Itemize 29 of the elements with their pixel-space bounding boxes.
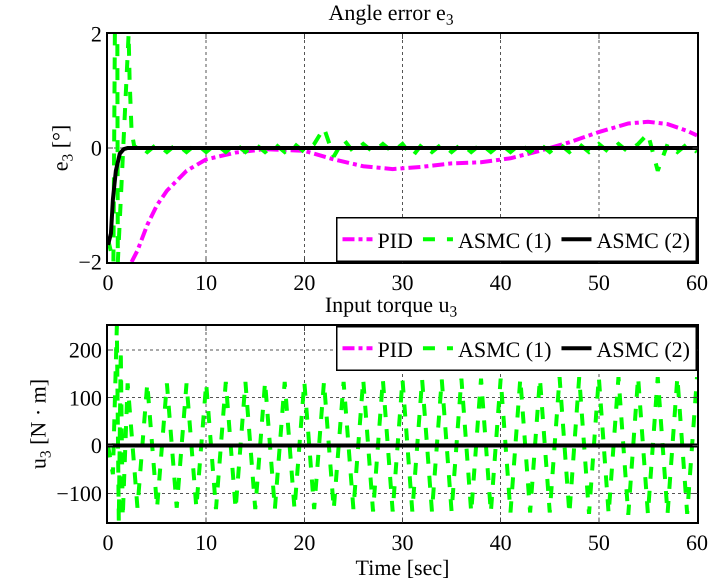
legend-label: ASMC (1): [458, 228, 552, 253]
x-tick-label: 60: [686, 530, 708, 556]
y-tick-label: 2: [90, 22, 102, 47]
x-tick-label: 20: [293, 530, 316, 556]
legend-label: ASMC (2): [596, 228, 690, 253]
x-tick-label: 50: [588, 530, 610, 556]
legend-label: PID: [378, 336, 413, 362]
x-tick-label: 60: [686, 270, 708, 296]
x-tick-label: 30: [392, 530, 414, 556]
line-series: [108, 326, 697, 522]
legend-label: ASMC (2): [596, 336, 690, 362]
y-tick-label: −2: [78, 250, 102, 275]
x-tick-label: 50: [588, 270, 610, 296]
line-series: [108, 34, 697, 262]
x-tick-label: 40: [490, 270, 512, 296]
y-tick-label: 0: [90, 136, 102, 161]
legend-label: PID: [378, 228, 413, 253]
line-series: [130, 120, 697, 262]
x-tick-label: 20: [293, 270, 316, 296]
y-tick-label: −100: [56, 481, 102, 506]
x-tick-label: 10: [195, 270, 218, 296]
y-tick-label: 100: [68, 385, 102, 410]
x-tick-label: 40: [490, 530, 512, 556]
chart-title: Angle error e$_{3}$: [328, 0, 454, 28]
x-tick-label: 10: [195, 530, 218, 556]
y-tick-label: 200: [68, 338, 102, 363]
legend-label: ASMC (1): [458, 336, 552, 362]
y-tick-label: 0: [90, 433, 102, 458]
x-axis-title: Time [sec]: [356, 555, 450, 580]
